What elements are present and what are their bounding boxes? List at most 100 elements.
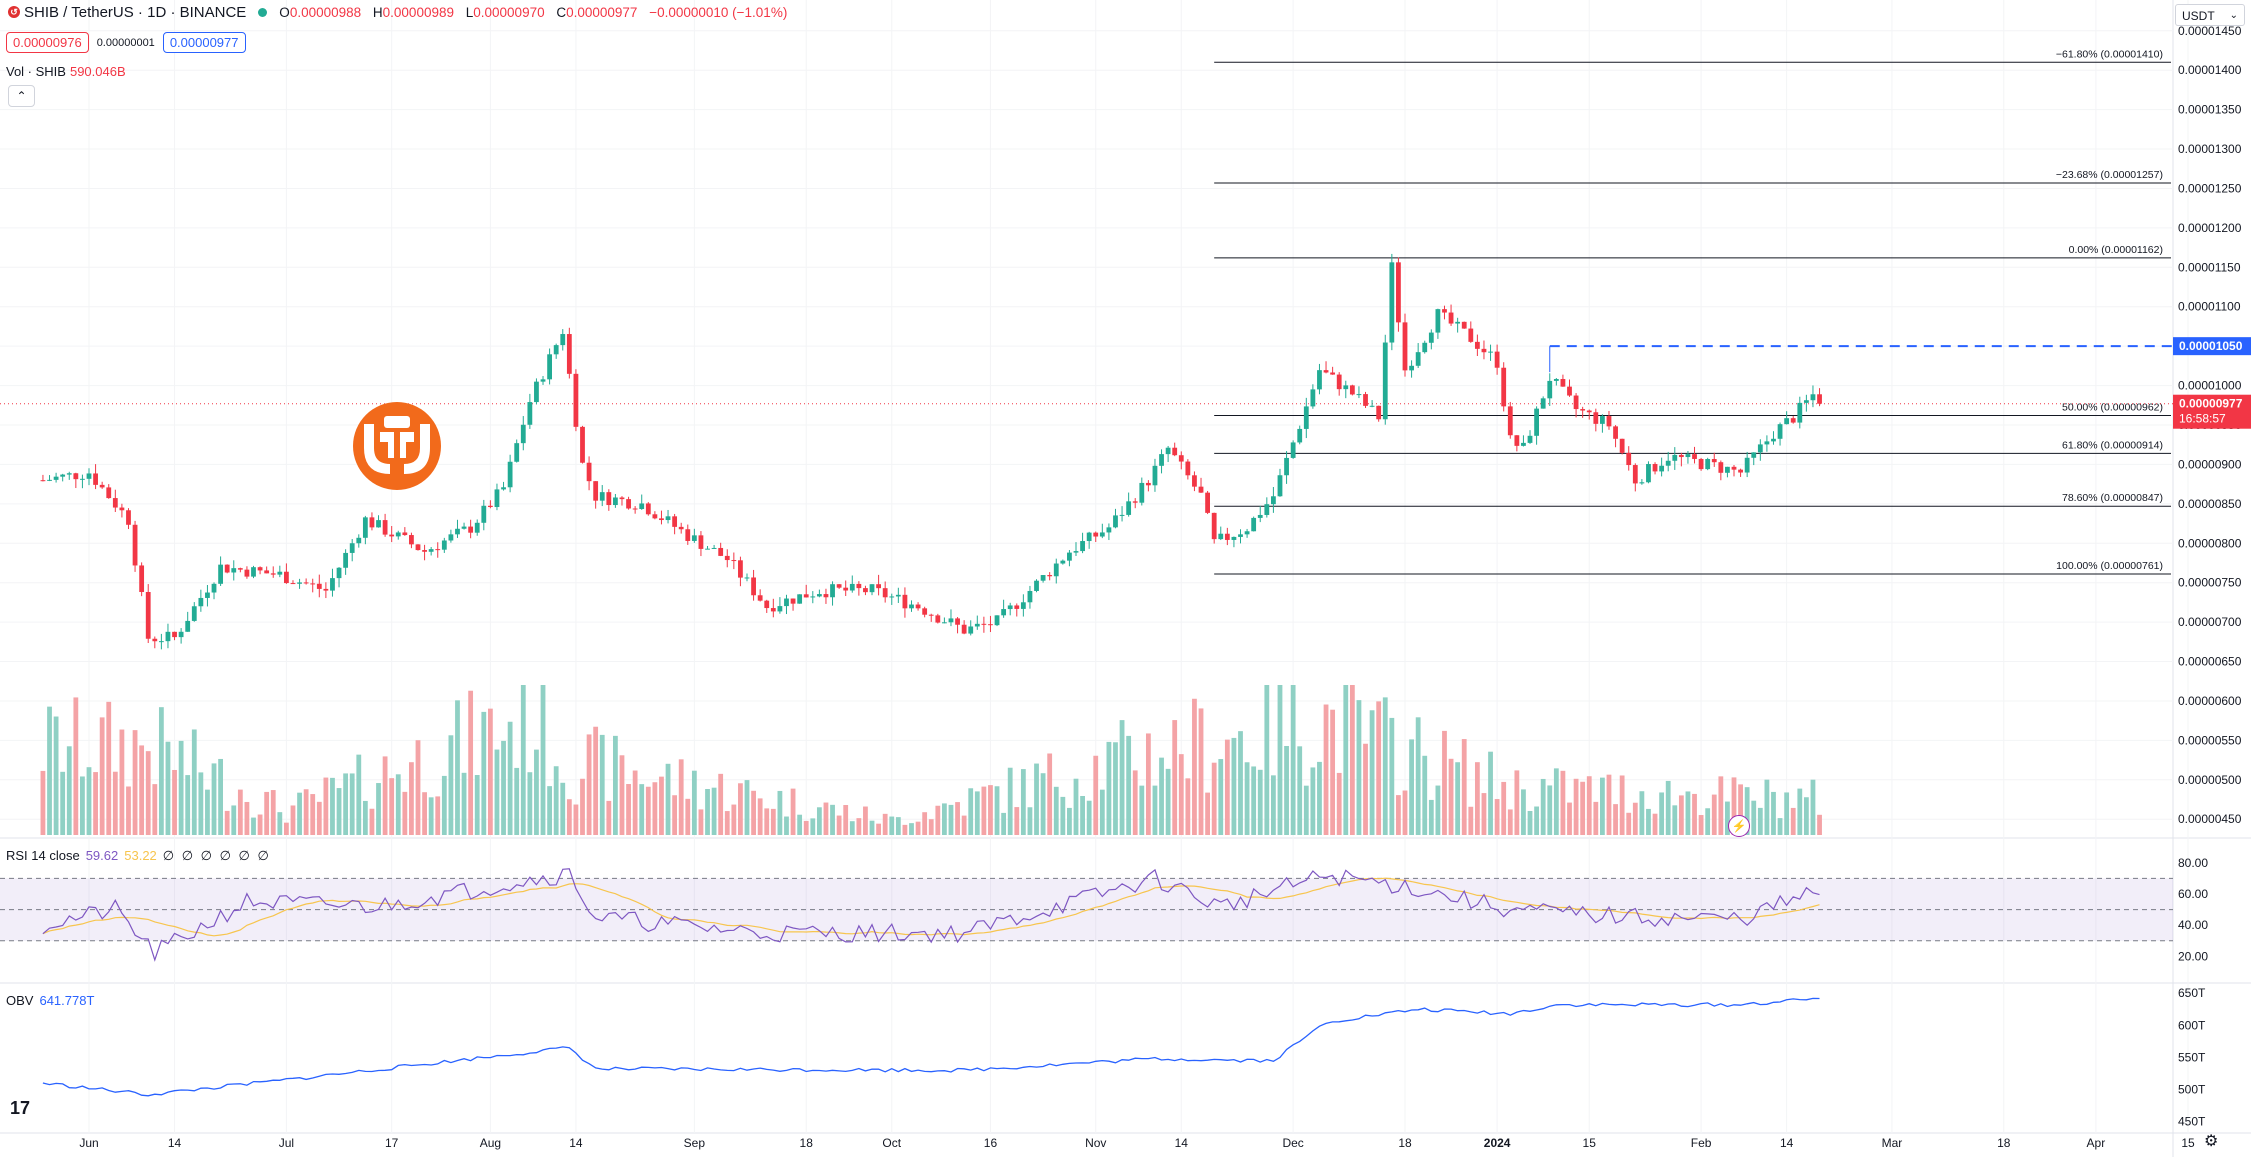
lightning-icon[interactable]: ⚡ xyxy=(1728,815,1750,837)
volume-bar xyxy=(1593,801,1599,835)
obv-legend[interactable]: OBV 641.778T xyxy=(6,993,95,1008)
candle-body xyxy=(691,535,697,541)
volume-bar xyxy=(461,772,467,835)
candle-body xyxy=(132,524,138,566)
candle-body xyxy=(1481,348,1487,353)
volume-bar xyxy=(277,812,283,835)
candle-body xyxy=(244,569,250,577)
volume-bar xyxy=(435,796,441,835)
candle-body xyxy=(843,587,849,591)
candle-body xyxy=(731,560,737,562)
volume-bar xyxy=(132,730,138,835)
tradingview-logo-icon[interactable]: 17 xyxy=(10,1098,31,1118)
volume-bar xyxy=(1784,792,1790,835)
volume-bar xyxy=(672,795,678,835)
candle-body xyxy=(955,618,960,625)
volume-bar xyxy=(942,803,947,835)
candle-body xyxy=(53,476,59,480)
candle-body xyxy=(224,564,230,573)
candle-body xyxy=(830,584,835,598)
volume-bar xyxy=(1527,810,1533,835)
volume-bar xyxy=(665,763,671,835)
candle-body xyxy=(1771,438,1776,442)
volume-bar xyxy=(731,804,737,835)
candle-body xyxy=(573,373,579,427)
fib-retracement[interactable]: −61.80% (0.00001410) −23.68% (0.00001257)… xyxy=(0,48,2173,575)
candles xyxy=(40,253,1822,650)
volume-bar xyxy=(1810,779,1816,835)
volume-bar xyxy=(1461,739,1467,835)
price-axis-label: 0.00001450 xyxy=(2178,24,2242,38)
candle-body xyxy=(1777,424,1783,439)
candle-body xyxy=(1784,418,1790,425)
volume-bar xyxy=(1435,785,1441,835)
volume-bar xyxy=(1014,807,1020,835)
candle-body xyxy=(1718,462,1724,473)
price-axis-label: 0.00001250 xyxy=(2178,181,2242,195)
volume-bar xyxy=(1251,766,1257,835)
volume-bar xyxy=(468,690,474,835)
volume-bar xyxy=(145,751,151,835)
volume-bar xyxy=(1093,755,1099,835)
candle-body xyxy=(1376,405,1382,420)
currency-select[interactable]: USDT ⌄ xyxy=(2175,4,2245,26)
volume-bar xyxy=(53,716,59,835)
volume-bar xyxy=(323,777,329,835)
volume-bar xyxy=(1652,813,1658,835)
candle-body xyxy=(1172,447,1178,456)
volume-bar xyxy=(645,786,651,835)
symbol-title[interactable]: SHIB / TetherUS · 1D · BINANCE xyxy=(24,3,247,21)
volume-bar xyxy=(1303,785,1309,835)
candle-body xyxy=(1080,541,1085,552)
volume-bar xyxy=(632,770,638,835)
price-axis-label: 0.00000900 xyxy=(2178,457,2242,471)
volume-bar xyxy=(1323,704,1329,835)
candle-body xyxy=(435,549,441,551)
candle-body xyxy=(330,578,335,591)
volume-bar xyxy=(744,780,750,835)
volume-bar xyxy=(790,788,796,835)
volume-bar xyxy=(619,755,625,835)
sell-button[interactable]: 0.00000976 xyxy=(6,32,89,53)
volume-bar xyxy=(1573,778,1579,835)
volume-bar xyxy=(1020,769,1026,835)
candle-body xyxy=(1113,515,1118,528)
rsi-legend[interactable]: RSI 14 close 59.62 53.22 ∅ ∅ ∅ ∅ ∅ ∅ xyxy=(6,848,271,863)
volume-bar xyxy=(1455,762,1461,835)
candle-body xyxy=(1034,580,1039,591)
volume-bar xyxy=(1152,785,1158,835)
volume-bar xyxy=(40,770,46,835)
volume-bar xyxy=(1218,759,1224,835)
candle-body xyxy=(112,498,118,508)
candle-body xyxy=(461,526,467,529)
candle-body xyxy=(1027,590,1033,603)
candle-body xyxy=(303,582,309,584)
price-axis-label: 0.00000850 xyxy=(2178,497,2242,511)
volume-bar xyxy=(928,819,934,835)
candle-body xyxy=(1435,309,1441,333)
volume-bar xyxy=(1725,801,1730,835)
candle-body xyxy=(1764,441,1770,445)
volume-bar xyxy=(1284,745,1289,835)
volume-bar xyxy=(297,792,302,835)
candle-body xyxy=(560,334,566,346)
candle-body xyxy=(316,583,322,589)
volume-bar xyxy=(205,789,210,835)
candle-body xyxy=(1422,342,1428,353)
candle-body xyxy=(1145,482,1151,486)
buy-button[interactable]: 0.00000977 xyxy=(162,32,246,53)
volume-bar xyxy=(902,824,908,835)
volume-bar xyxy=(1277,685,1283,835)
gear-icon[interactable]: ⚙ xyxy=(2204,1133,2219,1150)
volume-bar xyxy=(422,792,427,835)
candle-body xyxy=(1159,454,1164,466)
candle-body xyxy=(468,526,474,533)
volume-legend[interactable]: Vol · SHIB 590.046B xyxy=(6,64,126,79)
candle-body xyxy=(428,549,434,552)
volume-bar xyxy=(211,763,217,835)
candle-body xyxy=(915,604,921,609)
chevron-up-icon[interactable]: ⌃ xyxy=(8,85,35,107)
candle-body xyxy=(297,582,302,584)
candle-body xyxy=(356,537,362,544)
